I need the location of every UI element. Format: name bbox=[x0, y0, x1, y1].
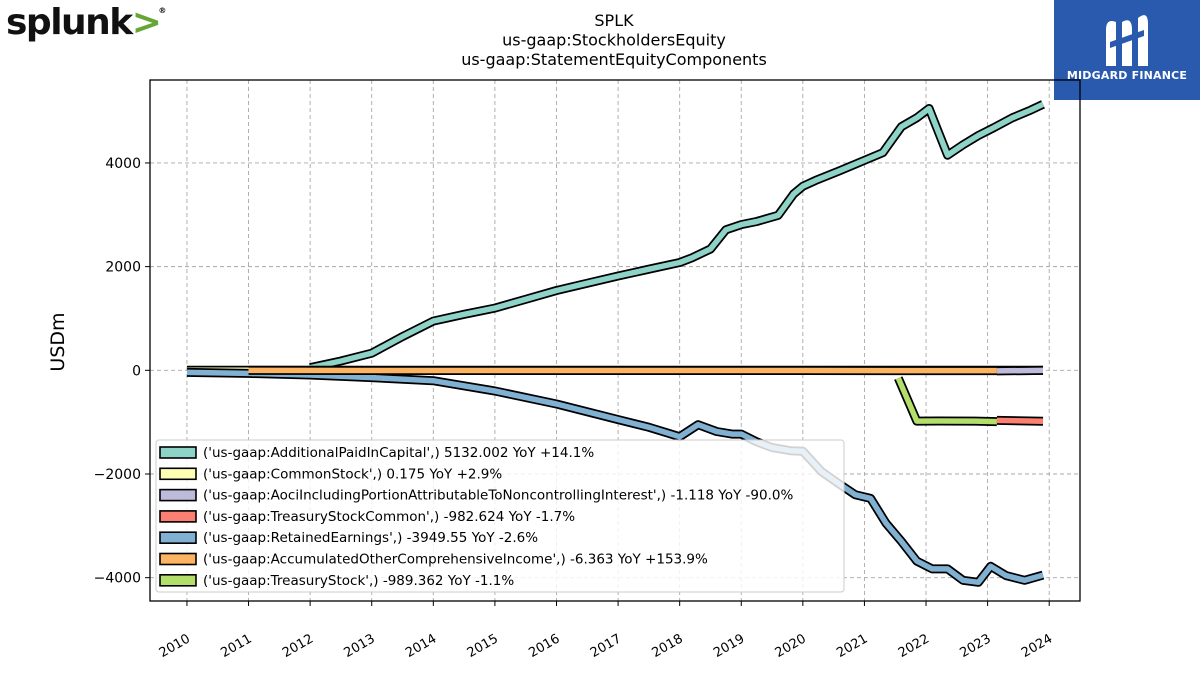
legend-label-6: ('us-gaap:TreasuryStock',) -989.362 YoY … bbox=[203, 573, 514, 589]
x-tick-label-13: 2023 bbox=[957, 631, 993, 661]
legend-swatch-0 bbox=[159, 446, 197, 459]
legend-label-0: ('us-gaap:AdditionalPaidInCapital',) 513… bbox=[203, 445, 594, 461]
series-6-line bbox=[895, 377, 997, 425]
legend-swatch-6 bbox=[159, 573, 197, 587]
legend-label-3: ('us-gaap:TreasuryStockCommon',) -982.62… bbox=[203, 509, 575, 525]
series-3 bbox=[996, 415, 1044, 426]
y-tick-label-3: 2000 bbox=[105, 260, 141, 276]
x-tick-label-6: 2016 bbox=[526, 631, 562, 661]
series-3-line bbox=[996, 417, 1044, 424]
x-tick-label-12: 2022 bbox=[896, 631, 932, 661]
legend-swatch-1 bbox=[159, 467, 197, 481]
legend-swatch-5 bbox=[159, 552, 197, 566]
chart-title-line-1: us-gaap:StockholdersEquity bbox=[502, 31, 726, 50]
x-tick-label-4: 2014 bbox=[403, 631, 439, 661]
series-0-line bbox=[309, 101, 1045, 371]
chart-title-line-2: us-gaap:StatementEquityComponents bbox=[461, 50, 767, 69]
x-tick-label-5: 2015 bbox=[465, 631, 501, 661]
legend-label-1: ('us-gaap:CommonStock',) 0.175 YoY +2.9% bbox=[203, 466, 502, 482]
x-tick-label-2: 2012 bbox=[280, 631, 316, 661]
x-tick-label-1: 2011 bbox=[218, 631, 254, 661]
x-tick-label-7: 2017 bbox=[588, 631, 624, 661]
legend[interactable]: ('us-gaap:AdditionalPaidInCapital',) 513… bbox=[155, 439, 845, 593]
x-tick-label-11: 2021 bbox=[834, 631, 870, 661]
legend-label-2: ('us-gaap:AociIncludingPortionAttributab… bbox=[203, 488, 793, 504]
x-axis: 2010 2011 2012 2013 2014 2015 2016 2017 2018 2019… bbox=[157, 601, 1055, 661]
y-tick-label-1: −2000 bbox=[94, 467, 141, 483]
legend-swatch-2 bbox=[159, 488, 197, 502]
chart-title-line-0: SPLK bbox=[594, 11, 634, 30]
y-tick-label-2: 0 bbox=[132, 363, 141, 379]
midgard-finance-text: MIDGARD FINANCE bbox=[1066, 69, 1188, 82]
splunk-logo: splunk>® bbox=[6, 2, 167, 43]
legend-label-4: ('us-gaap:RetainedEarnings',) -3949.55 Y… bbox=[203, 530, 538, 546]
x-tick-label-10: 2020 bbox=[773, 631, 809, 661]
y-axis: −4000 −2000 0 2000 4000 bbox=[94, 156, 150, 587]
midgard-m-icon bbox=[1106, 15, 1148, 67]
series-2-line bbox=[996, 367, 1044, 374]
x-tick-label-8: 2018 bbox=[650, 631, 686, 661]
x-tick-label-3: 2013 bbox=[342, 631, 378, 661]
splunk-logo-chevron-icon: > bbox=[131, 2, 162, 43]
x-tick-label-0: 2010 bbox=[157, 631, 193, 661]
series-2 bbox=[996, 365, 1044, 376]
legend-box bbox=[155, 439, 845, 593]
midgard-finance-logo: MIDGARD FINANCE bbox=[1054, 0, 1200, 100]
series-6 bbox=[894, 376, 998, 427]
legend-swatch-3 bbox=[159, 510, 197, 523]
splunk-logo-registered-mark: ® bbox=[158, 6, 166, 15]
x-tick-label-9: 2019 bbox=[711, 631, 747, 661]
y-axis-label: USDm bbox=[47, 312, 69, 371]
y-tick-label-0: −4000 bbox=[94, 571, 141, 587]
chart-title: SPLKus-gaap:StockholdersEquityus-gaap:St… bbox=[461, 11, 767, 69]
series-0 bbox=[309, 100, 1045, 373]
splunk-logo-text: splunk bbox=[6, 2, 133, 43]
legend-swatch-4 bbox=[159, 531, 197, 545]
legend-label-5: ('us-gaap:AccumulatedOtherComprehensiveI… bbox=[203, 552, 708, 568]
plot-frame bbox=[149, 79, 1081, 602]
x-tick-label-14: 2024 bbox=[1019, 631, 1055, 661]
y-tick-label-4: 4000 bbox=[105, 156, 141, 172]
